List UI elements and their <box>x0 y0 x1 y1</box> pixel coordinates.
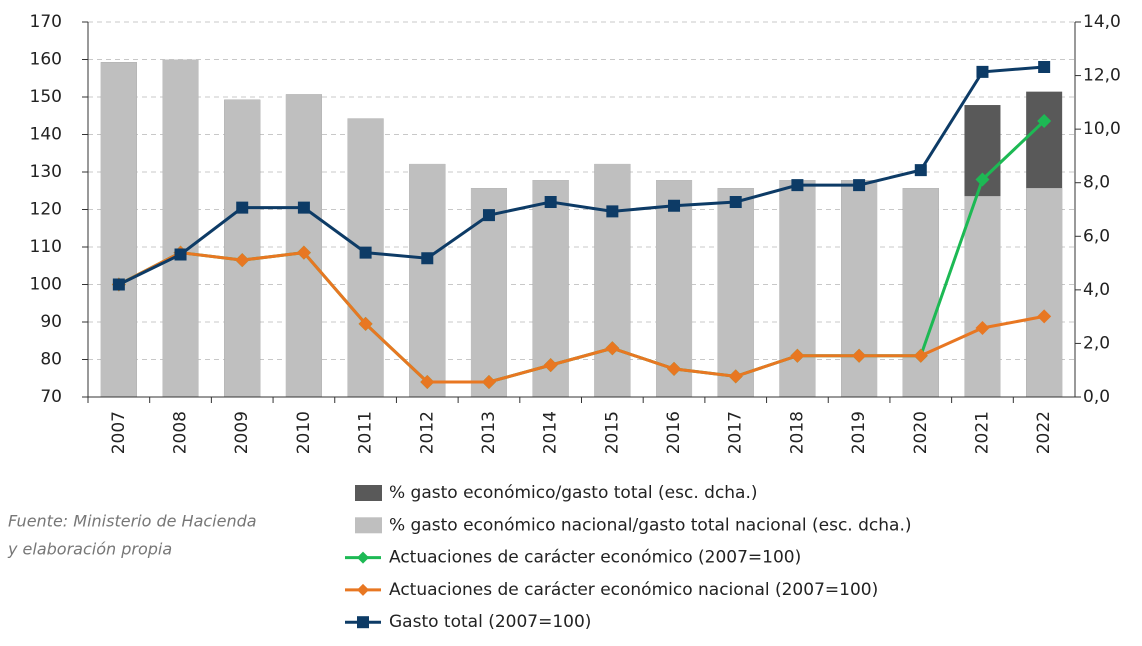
y-tick-label: 140 <box>30 125 62 145</box>
x-tick-label: 2017 <box>726 411 746 454</box>
marker <box>790 348 805 363</box>
marker <box>667 361 682 376</box>
x-tick-label: 2016 <box>664 411 684 454</box>
y-tick-label: 130 <box>30 162 62 182</box>
legend-label: Actuaciones de carácter económico (2007=… <box>389 548 801 568</box>
marker <box>420 375 435 389</box>
marker <box>852 348 867 363</box>
x-tick-label: 2015 <box>602 411 622 454</box>
marker <box>914 164 927 177</box>
y-tick-label: 120 <box>30 200 62 220</box>
marker <box>1037 114 1052 128</box>
x-tick-label: 2009 <box>232 411 252 454</box>
marker <box>976 65 989 78</box>
source: y elaboración propia <box>7 540 172 559</box>
marker <box>296 245 311 260</box>
x-tick-label: 2013 <box>479 411 499 454</box>
y-tick-label: 80 <box>40 350 62 370</box>
bar <box>717 188 754 397</box>
x-tick-label: 2020 <box>911 411 931 454</box>
y2-tick-label: 12,0 <box>1083 66 1121 86</box>
bar <box>1026 188 1063 397</box>
bar <box>779 180 816 397</box>
marker <box>481 375 496 389</box>
marker <box>112 278 125 291</box>
marker <box>728 369 743 384</box>
bar <box>594 163 631 397</box>
marker <box>482 209 495 222</box>
legend-marker <box>357 583 369 596</box>
x-tick-label: 2010 <box>294 411 314 454</box>
marker <box>668 199 681 212</box>
line <box>118 251 1045 384</box>
source: Fuente: Ministerio de Hacienda <box>8 512 257 531</box>
y2-tick-label: 10,0 <box>1083 119 1121 139</box>
legend-swatch <box>355 485 382 501</box>
marker <box>543 358 558 373</box>
bar <box>964 196 1001 397</box>
y-tick-label: 110 <box>30 237 62 257</box>
marker <box>544 196 557 208</box>
y-tick-label: 70 <box>40 387 62 407</box>
marker <box>358 316 373 331</box>
legend-label: % gasto económico/gasto total (esc. dcha… <box>389 483 758 503</box>
y2-tick-label: 0,0 <box>1083 387 1110 407</box>
x-tick-label: 2019 <box>849 411 869 454</box>
bar <box>841 180 878 397</box>
bar <box>409 163 446 397</box>
y-tick-label: 160 <box>30 50 62 70</box>
y2-tick-label: 2,0 <box>1083 333 1110 353</box>
marker <box>1037 309 1052 324</box>
bar <box>224 99 261 397</box>
bar <box>100 62 137 398</box>
y2-tick-label: 14,0 <box>1083 12 1121 32</box>
x-tick-label: 2018 <box>787 411 807 454</box>
bar <box>162 59 199 397</box>
marker <box>853 179 866 192</box>
y-tick-label: 100 <box>30 275 62 295</box>
marker <box>359 246 372 259</box>
y-tick-label: 170 <box>30 12 62 32</box>
x-tick-label: 2014 <box>541 411 561 454</box>
legend-marker <box>357 551 369 564</box>
marker <box>729 196 742 208</box>
y-tick-label: 150 <box>30 87 62 107</box>
marker <box>791 179 804 192</box>
marker <box>236 201 249 214</box>
bar <box>902 188 939 397</box>
legend-label: % gasto económico nacional/gasto total n… <box>389 515 911 535</box>
x-tick-label: 2012 <box>417 411 437 454</box>
legend-marker <box>357 616 369 629</box>
marker <box>605 341 620 356</box>
legend-label: Actuaciones de carácter económico nacion… <box>389 580 878 600</box>
x-tick-label: 2008 <box>171 411 191 454</box>
marker <box>174 248 187 261</box>
legend-label: Gasto total (2007=100) <box>389 612 591 632</box>
x-tick-label: 2022 <box>1034 411 1054 454</box>
x-tick-label: 2021 <box>972 411 992 454</box>
bar <box>656 180 693 397</box>
y2-tick-label: 6,0 <box>1083 226 1110 246</box>
marker <box>606 205 619 218</box>
marker <box>297 201 310 214</box>
marker <box>421 252 434 265</box>
marker <box>913 348 928 363</box>
x-tick-label: 2011 <box>356 411 376 454</box>
marker <box>1038 61 1051 73</box>
marker <box>975 172 990 187</box>
marker <box>975 321 990 335</box>
y2-tick-label: 4,0 <box>1083 280 1110 300</box>
x-tick-label: 2007 <box>109 411 129 454</box>
line <box>118 65 1045 286</box>
legend-swatch <box>355 517 382 534</box>
y2-tick-label: 8,0 <box>1083 173 1110 193</box>
marker <box>235 253 250 268</box>
y-tick-label: 90 <box>40 312 62 332</box>
